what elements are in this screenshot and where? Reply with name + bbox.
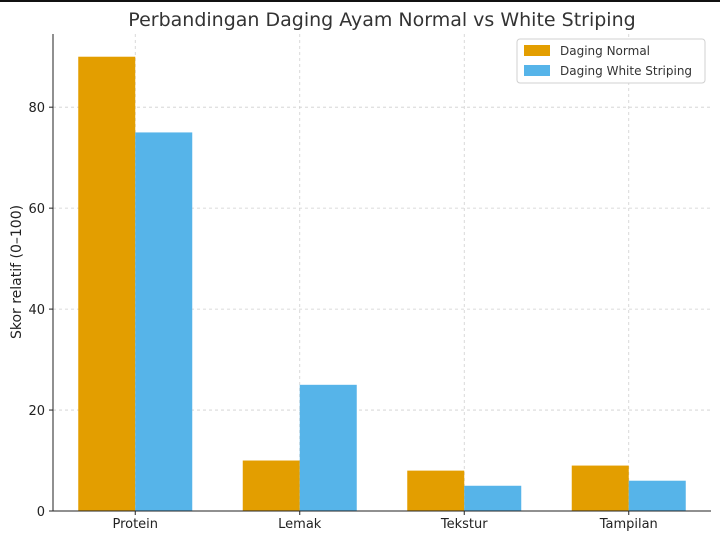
y-tick-label: 80 bbox=[28, 101, 45, 116]
bar-protein-series-1 bbox=[78, 56, 136, 511]
legend-label-series-2: Daging White Striping bbox=[560, 64, 692, 78]
y-tick-label: 60 bbox=[28, 202, 45, 217]
bar-protein-series-2 bbox=[135, 132, 193, 511]
bars bbox=[78, 56, 686, 511]
y-axis-label: Skor relatif (0–100) bbox=[9, 205, 25, 339]
legend-label-series-1: Daging Normal bbox=[560, 44, 650, 58]
legend-box bbox=[516, 38, 706, 84]
bar-tampilan-series-2 bbox=[628, 480, 686, 511]
y-tick-label: 40 bbox=[28, 303, 45, 318]
bar-tekstur-series-2 bbox=[464, 485, 522, 511]
bar-tekstur-series-1 bbox=[407, 470, 465, 511]
legend: Daging Normal Daging White Striping bbox=[516, 38, 706, 84]
x-tick-label: Lemak bbox=[278, 517, 322, 532]
x-tick-label: Protein bbox=[112, 517, 158, 532]
legend-swatch-series-1 bbox=[524, 45, 550, 56]
bar-lemak-series-2 bbox=[299, 384, 357, 511]
x-tick-label: Tekstur bbox=[440, 517, 488, 532]
legend-swatch-series-2 bbox=[524, 65, 550, 76]
chart-title: Perbandingan Daging Ayam Normal vs White… bbox=[128, 9, 635, 31]
screenshot-top-edge bbox=[0, 0, 720, 2]
axes bbox=[52, 34, 711, 512]
bar-tampilan-series-1 bbox=[571, 465, 629, 511]
x-tick-label: Tampilan bbox=[599, 517, 658, 532]
ticks: 0 20 40 60 80 Protein Lemak Tekstur Tampilan bbox=[28, 101, 657, 532]
y-tick-label: 20 bbox=[28, 404, 45, 419]
bar-lemak-series-1 bbox=[242, 460, 300, 511]
y-tick-label: 0 bbox=[37, 505, 45, 520]
